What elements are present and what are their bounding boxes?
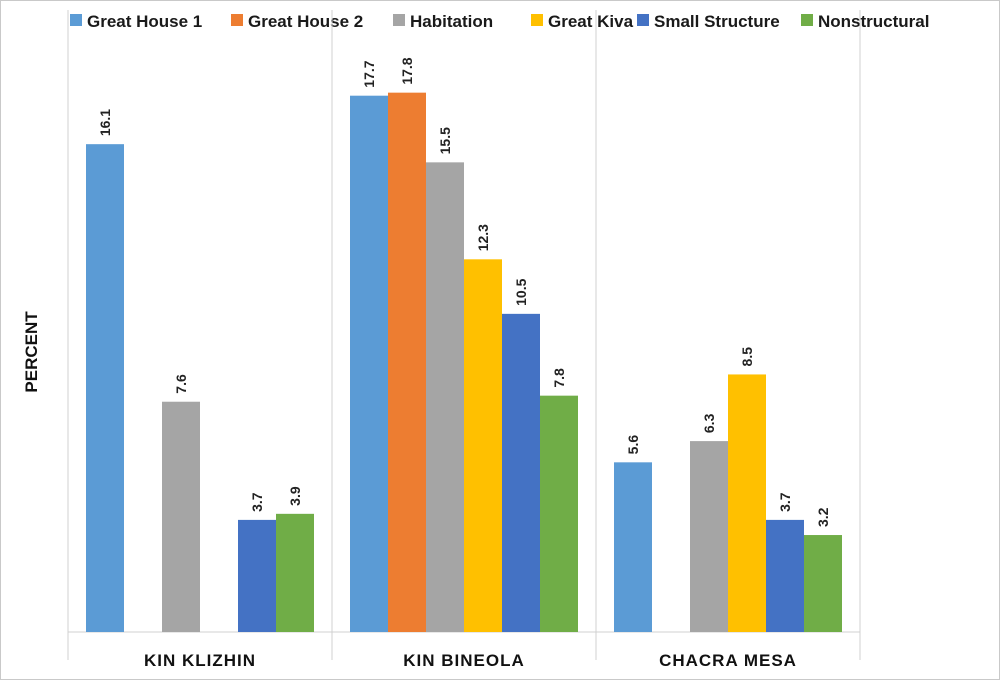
data-label: 16.1 <box>97 109 113 136</box>
bar-small-structure <box>502 313 540 632</box>
legend-swatch <box>801 14 813 26</box>
bar-great-kiva <box>728 374 766 632</box>
legend-entry: Small Structure <box>654 12 780 31</box>
legend-swatch <box>393 14 405 26</box>
legend-swatch <box>531 14 543 26</box>
bar-great-house-2 <box>388 92 426 632</box>
data-label: 7.8 <box>551 368 567 388</box>
bar-great-house-1 <box>614 462 652 632</box>
y-axis-label: PERCENT <box>22 311 41 393</box>
bar-small-structure <box>766 519 804 632</box>
bar-habitation <box>690 441 728 632</box>
data-label: 12.3 <box>475 224 491 251</box>
legend-entry: Nonstructural <box>818 12 929 31</box>
bar-great-house-1 <box>350 95 388 632</box>
legend-swatch <box>70 14 82 26</box>
bar-great-house-1 <box>86 144 124 633</box>
bar-nonstructural <box>540 395 578 632</box>
data-labels: 16.1 7.6 3.7 3.9 17.7 17.8 15.5 12.3 10.5 7.8 5.6 6… <box>97 57 831 527</box>
data-label: 3.9 <box>287 486 303 506</box>
bar-nonstructural <box>804 535 842 632</box>
data-label: 7.6 <box>173 374 189 394</box>
legend-swatch <box>231 14 243 26</box>
bar-habitation <box>162 401 200 632</box>
data-label: 15.5 <box>437 127 453 154</box>
category-label: CHACRA MESA <box>659 651 797 670</box>
data-label: 8.5 <box>739 347 755 367</box>
category-labels: KIN KLIZHIN KIN BINEOLA CHACRA MESA <box>144 651 797 670</box>
bar-nonstructural <box>276 513 314 632</box>
data-label: 6.3 <box>701 413 717 433</box>
data-label: 10.5 <box>513 278 529 305</box>
bar-habitation <box>426 162 464 632</box>
legend-entry: Great Kiva <box>548 12 634 31</box>
category-label: KIN BINEOLA <box>403 651 525 670</box>
bar-small-structure <box>238 519 276 632</box>
bars <box>86 92 842 633</box>
data-label: 3.7 <box>249 492 265 512</box>
category-label: KIN KLIZHIN <box>144 651 256 670</box>
data-label: 17.7 <box>361 60 377 87</box>
data-label: 3.7 <box>777 492 793 512</box>
legend-entry: Great House 2 <box>248 12 363 31</box>
data-label: 5.6 <box>625 435 641 455</box>
legend: Great House 1 Great House 2 Habitation Grea… <box>70 12 929 31</box>
legend-swatch <box>637 14 649 26</box>
legend-entry: Great House 1 <box>87 12 202 31</box>
bar-great-kiva <box>464 259 502 632</box>
legend-entry: Habitation <box>410 12 493 31</box>
data-label: 3.2 <box>815 507 831 527</box>
data-label: 17.8 <box>399 57 415 84</box>
